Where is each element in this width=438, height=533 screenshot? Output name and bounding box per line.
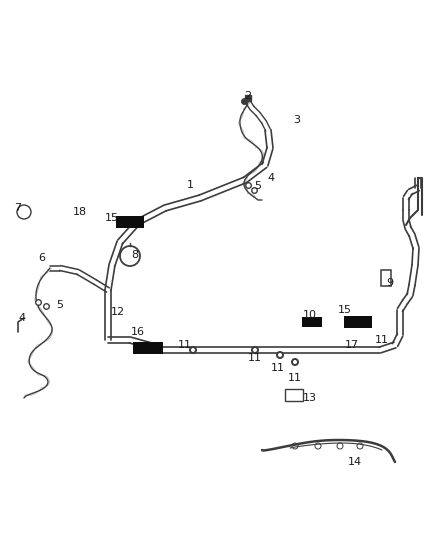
FancyBboxPatch shape xyxy=(302,317,322,327)
Text: 15: 15 xyxy=(338,305,352,315)
Text: 4: 4 xyxy=(268,173,275,183)
Text: 4: 4 xyxy=(18,313,25,323)
Bar xyxy=(381,270,391,286)
Circle shape xyxy=(251,346,259,354)
Circle shape xyxy=(191,348,195,352)
Text: 11: 11 xyxy=(178,340,192,350)
Text: 2: 2 xyxy=(244,91,251,101)
Text: 9: 9 xyxy=(386,278,394,288)
Text: 11: 11 xyxy=(248,353,262,363)
Circle shape xyxy=(291,358,299,366)
Text: 10: 10 xyxy=(303,310,317,320)
Bar xyxy=(285,389,303,401)
Text: 8: 8 xyxy=(131,250,138,260)
Text: 12: 12 xyxy=(111,307,125,317)
Text: 11: 11 xyxy=(288,373,302,383)
Text: 7: 7 xyxy=(14,203,21,213)
Text: 18: 18 xyxy=(73,207,87,217)
Circle shape xyxy=(253,348,257,352)
Text: 11: 11 xyxy=(375,335,389,345)
Text: 6: 6 xyxy=(39,253,46,263)
Text: 3: 3 xyxy=(293,115,300,125)
Text: 5: 5 xyxy=(254,181,261,191)
Circle shape xyxy=(276,351,284,359)
Text: 16: 16 xyxy=(131,327,145,337)
FancyBboxPatch shape xyxy=(344,316,372,328)
Text: 11: 11 xyxy=(271,363,285,373)
Text: 5: 5 xyxy=(57,300,64,310)
Text: 17: 17 xyxy=(345,340,359,350)
Text: 15: 15 xyxy=(105,213,119,223)
Text: 1: 1 xyxy=(187,180,194,190)
FancyBboxPatch shape xyxy=(133,342,163,354)
Circle shape xyxy=(293,360,297,364)
Text: 14: 14 xyxy=(348,457,362,467)
Text: 13: 13 xyxy=(303,393,317,403)
FancyBboxPatch shape xyxy=(116,216,144,228)
Circle shape xyxy=(278,353,282,357)
Circle shape xyxy=(189,346,197,354)
